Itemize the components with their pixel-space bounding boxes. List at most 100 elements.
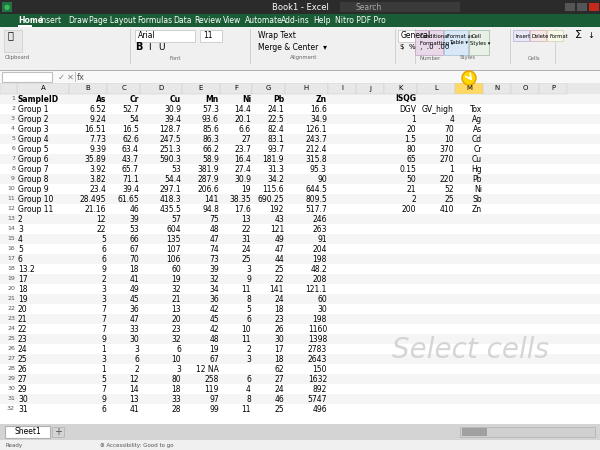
Text: 26: 26	[274, 324, 284, 333]
Text: 20.1: 20.1	[234, 114, 251, 123]
Text: E: E	[199, 86, 203, 91]
Text: 50: 50	[406, 175, 416, 184]
Text: 135: 135	[167, 234, 181, 243]
Text: C: C	[121, 86, 126, 91]
Text: 82.4: 82.4	[267, 125, 284, 134]
Text: Mn: Mn	[206, 94, 219, 104]
Text: View: View	[223, 16, 242, 25]
Bar	[0, 440, 600, 450]
Bar	[469, 30, 489, 55]
Text: 25: 25	[274, 405, 284, 414]
Text: DGV: DGV	[399, 104, 416, 113]
Text: 6: 6	[101, 244, 106, 253]
Text: Formulas: Formulas	[137, 16, 172, 25]
Text: 38.35: 38.35	[229, 194, 251, 203]
Text: Formatting ▾: Formatting ▾	[420, 40, 454, 45]
Text: Styles ▾: Styles ▾	[470, 40, 490, 45]
Text: 590.3: 590.3	[159, 154, 181, 163]
Text: 5: 5	[101, 234, 106, 243]
Text: 809.5: 809.5	[305, 194, 327, 203]
Text: 28: 28	[7, 366, 15, 372]
Text: 86.3: 86.3	[202, 135, 219, 144]
Text: 13: 13	[7, 216, 15, 221]
Text: 192: 192	[269, 204, 284, 213]
Text: Delete: Delete	[532, 33, 550, 39]
Text: 121.1: 121.1	[305, 284, 327, 293]
Text: 66: 66	[129, 234, 139, 243]
Text: 49: 49	[274, 234, 284, 243]
Text: 53: 53	[171, 165, 181, 174]
Text: Review: Review	[194, 16, 222, 25]
Text: 13: 13	[172, 305, 181, 314]
Text: 7: 7	[11, 157, 15, 162]
Text: 32: 32	[172, 334, 181, 343]
Bar	[0, 224, 600, 234]
Bar	[0, 27, 600, 70]
Text: 5747: 5747	[308, 395, 327, 404]
Bar	[0, 334, 600, 344]
Text: Group 4: Group 4	[18, 135, 49, 144]
Text: 22.5: 22.5	[267, 114, 284, 123]
Text: 52: 52	[445, 184, 454, 194]
Text: 25: 25	[241, 255, 251, 264]
Text: 2643: 2643	[308, 355, 327, 364]
Bar	[0, 244, 600, 254]
Text: 30: 30	[18, 395, 28, 404]
Text: Zn: Zn	[316, 94, 327, 104]
Text: A: A	[41, 86, 46, 91]
Text: Ready: Ready	[5, 442, 22, 447]
Text: 9: 9	[101, 395, 106, 404]
Bar	[417, 83, 455, 94]
Text: 18: 18	[275, 305, 284, 314]
Text: 297.1: 297.1	[160, 184, 181, 194]
Text: 9.39: 9.39	[89, 144, 106, 153]
Text: Alignment: Alignment	[290, 55, 317, 60]
Text: 45: 45	[209, 315, 219, 324]
Text: Page Layout: Page Layout	[89, 16, 136, 25]
Bar	[0, 194, 600, 204]
Text: Data: Data	[173, 16, 192, 25]
Text: 25: 25	[7, 337, 15, 342]
Text: 150: 150	[313, 364, 327, 373]
Text: fx: fx	[77, 72, 85, 81]
Text: GV_high: GV_high	[422, 104, 454, 113]
Text: 7: 7	[101, 315, 106, 324]
Text: 1: 1	[101, 345, 106, 354]
Bar	[0, 384, 600, 394]
Bar	[0, 394, 600, 404]
Text: 18: 18	[18, 284, 28, 293]
Text: 11: 11	[241, 405, 251, 414]
Text: 23.4: 23.4	[89, 184, 106, 194]
Bar	[460, 427, 595, 437]
Text: $  %  ,  .0  .00: $ % , .0 .00	[400, 44, 449, 50]
Text: 20: 20	[18, 305, 28, 314]
Bar	[0, 344, 600, 354]
Text: SampleID: SampleID	[18, 94, 59, 104]
Text: 4: 4	[449, 114, 454, 123]
Text: ⊕ Accessibility: Good to go: ⊕ Accessibility: Good to go	[100, 442, 173, 447]
Bar	[200, 30, 222, 42]
Text: 9: 9	[101, 334, 106, 343]
Text: 1160: 1160	[308, 324, 327, 333]
Text: 18: 18	[172, 384, 181, 393]
Text: G: G	[266, 86, 271, 91]
Text: 435.5: 435.5	[159, 204, 181, 213]
Text: 3: 3	[134, 345, 139, 354]
Text: 22: 22	[97, 225, 106, 234]
Bar	[18, 25, 32, 27]
Bar	[0, 104, 600, 114]
Text: 10: 10	[445, 135, 454, 144]
Text: 27.4: 27.4	[234, 165, 251, 174]
Text: 126.1: 126.1	[305, 125, 327, 134]
Text: 10: 10	[172, 355, 181, 364]
Bar	[0, 234, 600, 244]
Text: 26: 26	[7, 346, 15, 351]
Text: ISQG: ISQG	[395, 94, 416, 104]
Text: 4: 4	[246, 384, 251, 393]
Text: +: +	[54, 427, 62, 437]
Text: 19: 19	[18, 294, 28, 303]
Text: Group 9: Group 9	[18, 184, 49, 194]
Text: 22: 22	[241, 225, 251, 234]
Text: 181.9: 181.9	[263, 154, 284, 163]
Text: 26: 26	[18, 364, 28, 373]
